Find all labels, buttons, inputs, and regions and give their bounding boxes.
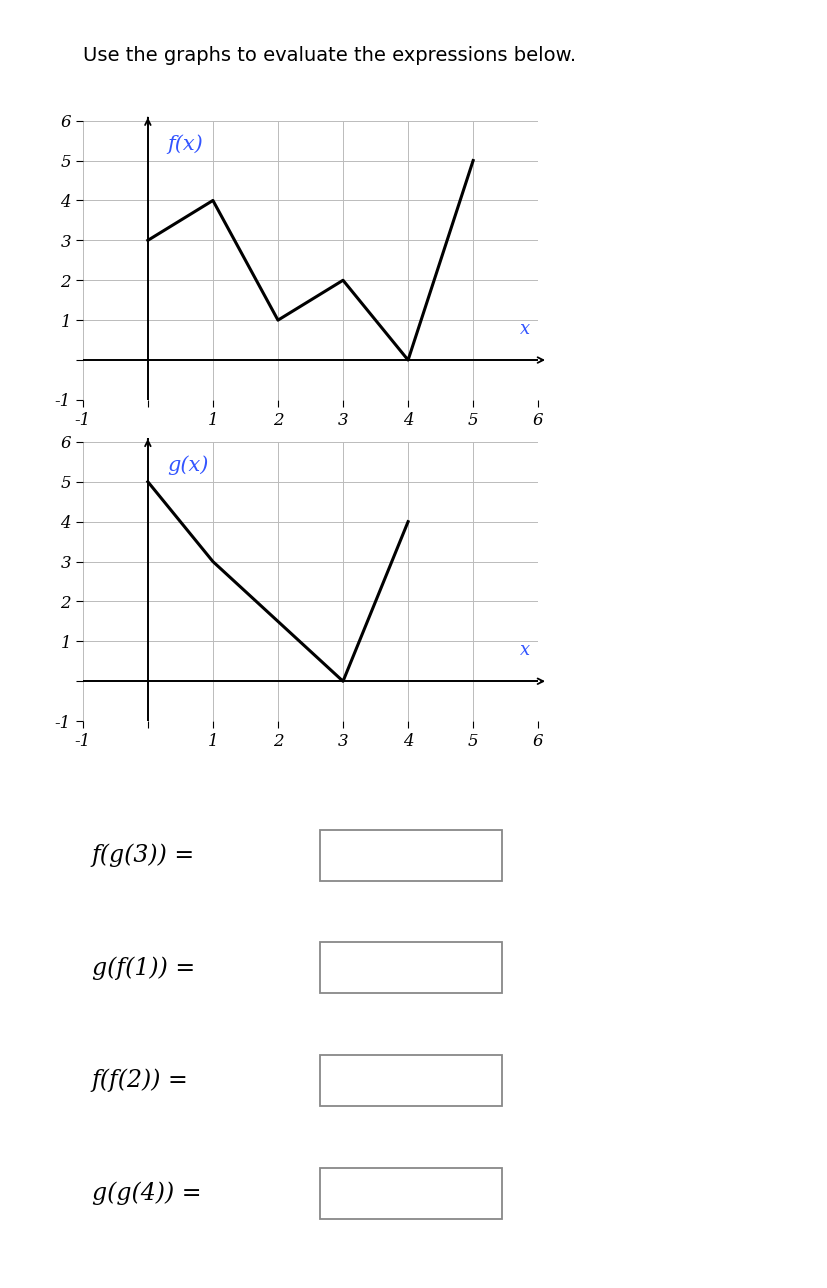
Text: x: x xyxy=(519,321,529,339)
FancyBboxPatch shape xyxy=(319,1055,501,1106)
Text: g(x): g(x) xyxy=(167,456,208,475)
FancyBboxPatch shape xyxy=(319,1168,501,1218)
Text: g(f(1)) =: g(f(1)) = xyxy=(92,956,195,980)
Text: f(x): f(x) xyxy=(167,135,203,155)
Text: f(f(2)) =: f(f(2)) = xyxy=(92,1069,189,1092)
Text: f(g(3)) =: f(g(3)) = xyxy=(92,844,195,867)
Text: g(g(4)) =: g(g(4)) = xyxy=(92,1181,201,1206)
Text: x: x xyxy=(519,641,529,659)
Text: Use the graphs to evaluate the expressions below.: Use the graphs to evaluate the expressio… xyxy=(83,46,576,64)
FancyBboxPatch shape xyxy=(319,943,501,993)
FancyBboxPatch shape xyxy=(319,829,501,881)
